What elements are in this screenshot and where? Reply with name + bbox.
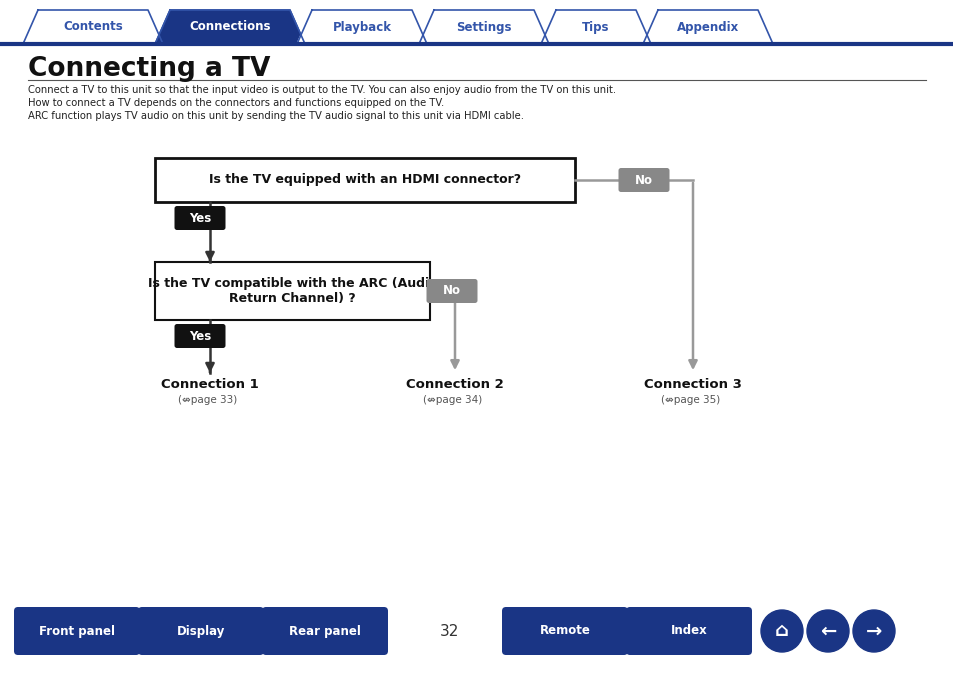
FancyBboxPatch shape (618, 168, 669, 192)
FancyBboxPatch shape (501, 607, 627, 655)
Text: Settings: Settings (456, 20, 511, 34)
Polygon shape (642, 10, 772, 44)
Text: (⇎page 35): (⇎page 35) (660, 395, 720, 405)
Text: Front panel: Front panel (39, 625, 115, 637)
Text: Tips: Tips (581, 20, 609, 34)
Text: ARC function plays TV audio on this unit by sending the TV audio signal to this : ARC function plays TV audio on this unit… (28, 111, 523, 121)
Text: Is the TV compatible with the ARC (Audio
Return Channel) ?: Is the TV compatible with the ARC (Audio… (148, 277, 436, 305)
Text: Remote: Remote (539, 625, 590, 637)
Text: (⇎page 34): (⇎page 34) (423, 395, 482, 405)
Polygon shape (23, 10, 163, 44)
Text: ⌂: ⌂ (774, 621, 788, 641)
Circle shape (852, 610, 894, 652)
FancyBboxPatch shape (426, 279, 477, 303)
Text: Is the TV equipped with an HDMI connector?: Is the TV equipped with an HDMI connecto… (209, 174, 520, 186)
Text: →: → (865, 621, 882, 641)
Text: Yes: Yes (189, 330, 211, 343)
FancyBboxPatch shape (154, 158, 575, 202)
Text: Playback: Playback (333, 20, 391, 34)
Text: Index: Index (670, 625, 706, 637)
Text: Connection 1: Connection 1 (161, 378, 258, 391)
FancyBboxPatch shape (138, 607, 264, 655)
FancyBboxPatch shape (625, 607, 751, 655)
Text: Connecting a TV: Connecting a TV (28, 56, 270, 82)
Text: 32: 32 (440, 623, 459, 639)
Text: Yes: Yes (189, 211, 211, 225)
Text: Connections: Connections (189, 20, 271, 34)
FancyBboxPatch shape (174, 324, 225, 348)
Text: No: No (635, 174, 652, 186)
Text: Connection 2: Connection 2 (406, 378, 503, 391)
Text: (⇎page 33): (⇎page 33) (178, 395, 237, 405)
FancyBboxPatch shape (174, 206, 225, 230)
FancyBboxPatch shape (262, 607, 388, 655)
Text: Connection 3: Connection 3 (643, 378, 741, 391)
Text: Appendix: Appendix (677, 20, 739, 34)
Text: ←: ← (819, 621, 836, 641)
Text: Contents: Contents (63, 20, 123, 34)
Text: How to connect a TV depends on the connectors and functions equipped on the TV.: How to connect a TV depends on the conne… (28, 98, 444, 108)
Polygon shape (418, 10, 548, 44)
Text: Rear panel: Rear panel (289, 625, 360, 637)
FancyBboxPatch shape (154, 262, 430, 320)
Polygon shape (296, 10, 427, 44)
Polygon shape (540, 10, 650, 44)
Text: Connect a TV to this unit so that the input video is output to the TV. You can a: Connect a TV to this unit so that the in… (28, 85, 616, 95)
Polygon shape (154, 10, 305, 44)
Circle shape (760, 610, 802, 652)
Text: No: No (442, 285, 460, 297)
Text: Display: Display (176, 625, 225, 637)
Circle shape (806, 610, 848, 652)
FancyBboxPatch shape (14, 607, 140, 655)
